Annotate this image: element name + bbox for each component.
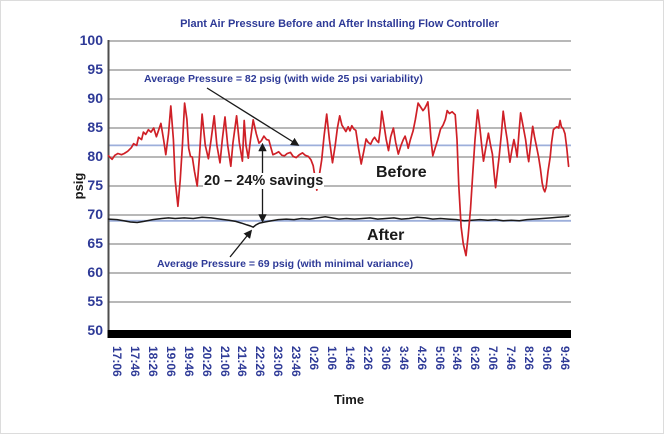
x-tick-label: 7:06 [486, 346, 501, 371]
annotation-average-before: Average Pressure = 82 psig (with wide 25… [144, 73, 423, 85]
y-tick-label: 65 [87, 235, 103, 251]
y-axis-title: psig [71, 172, 86, 200]
x-tick-label: 8:26 [522, 346, 537, 371]
axis-lines [107, 40, 571, 338]
annotation-average-after: Average Pressure = 69 psig (with minimal… [157, 258, 414, 270]
x-tick-label: 5:46 [450, 346, 465, 371]
x-axis-baseline-bar [107, 330, 571, 338]
x-tick-label: 19:06 [163, 346, 178, 377]
series-label-before: Before [376, 164, 427, 181]
x-tick-label: 9:06 [540, 346, 555, 371]
x-tick-label: 21:46 [235, 346, 250, 377]
y-tick-label: 50 [87, 322, 103, 338]
x-tick-label: 6:26 [468, 346, 483, 371]
gridlines [108, 40, 571, 303]
x-tick-label: 18:26 [145, 346, 160, 377]
x-tick-label: 20:26 [199, 346, 214, 377]
x-tick-label: 19:46 [181, 346, 196, 377]
x-tick-label: 2:26 [360, 346, 375, 371]
series-label-after: After [367, 227, 405, 244]
series-line-before [107, 101, 570, 257]
average-pressure-lines [108, 144, 571, 222]
x-tick-label: 3:46 [396, 346, 411, 371]
x-tick-label: 5:06 [432, 346, 447, 371]
x-tick-label: 9:46 [558, 346, 572, 371]
x-tick-label: 23:46 [289, 346, 304, 377]
pressure-series-lines [107, 101, 570, 257]
x-tick-label: 4:26 [414, 346, 429, 371]
y-tick-label: 55 [87, 293, 103, 309]
y-tick-label: 75 [87, 177, 103, 193]
y-tick-label: 100 [79, 32, 103, 48]
x-tick-label: 23:06 [271, 346, 286, 377]
arrow-avg-before-pointer [206, 87, 300, 146]
x-tick-label: 17:46 [127, 346, 142, 377]
y-tick-label: 80 [87, 148, 103, 164]
x-tick-label: 7:46 [504, 346, 519, 371]
x-tick-label: 1:46 [342, 346, 357, 371]
x-tick-label: 21:06 [217, 346, 232, 377]
series-line-after [107, 215, 570, 228]
x-tick-label: 3:06 [378, 346, 393, 371]
y-tick-label: 60 [87, 264, 103, 280]
x-tick-label: 17:06 [110, 346, 124, 377]
x-tick-label: 22:26 [253, 346, 268, 377]
chart-title: Plant Air Pressure Before and After Inst… [180, 18, 499, 30]
y-tick-label: 70 [87, 206, 103, 222]
y-tick-label: 85 [87, 119, 103, 135]
x-axis-title: Time [333, 392, 365, 407]
x-tick-label: 0:26 [307, 346, 322, 371]
y-tick-label: 95 [87, 61, 103, 77]
y-tick-label: 90 [87, 90, 103, 106]
x-tick-label: 1:06 [325, 346, 340, 371]
arrow-avg-after-pointer [229, 229, 253, 258]
annotation-savings: 20 – 24% savings [203, 173, 325, 189]
